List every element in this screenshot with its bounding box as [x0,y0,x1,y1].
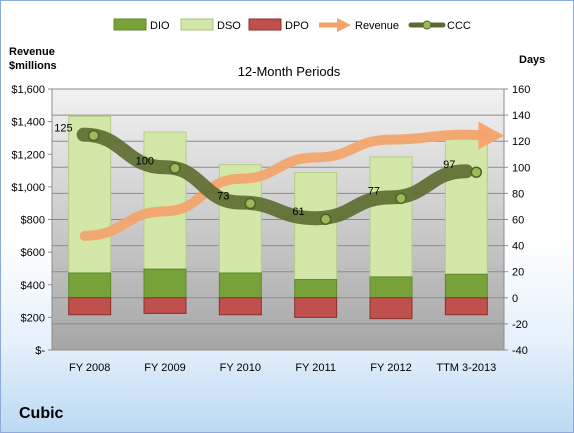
ccc-data-label: 125 [54,123,72,135]
right-tick-label: 160 [512,84,530,96]
right-axis-ticks: -40 -20 0 20 40 60 80 100 120 140 160 [512,84,530,357]
dpo-bar [444,297,488,316]
chart-subtitle: 12-Month Periods [238,64,341,79]
ccc-data-label: 77 [368,185,380,197]
right-tick-label: 60 [512,215,524,227]
category-axis-ticks: FY 2008 FY 2009 FY 2010 FY 2011 FY 2012 TTM 3… [69,362,496,374]
category-label: FY 2009 [144,362,185,374]
legend-label: CCC [447,20,471,32]
right-tick-label: 120 [512,136,530,148]
dpo-bar [294,297,338,318]
left-tick-label: $- [35,345,45,357]
ccc-marker [169,162,181,175]
left-tick-label: $1,000 [11,182,45,194]
dio-bar [369,276,413,299]
legend-label: DIO [150,20,170,32]
category-label: FY 2010 [220,362,261,374]
right-tick-label: -20 [512,319,528,331]
legend-label: DSO [217,20,241,32]
right-tick-label: 100 [512,162,530,174]
right-tick-label: 0 [512,293,518,305]
category-label: FY 2011 [295,362,336,374]
ccc-series: 125 100 73 61 77 97 [54,123,483,226]
right-tick-label: 20 [512,267,524,279]
right-tick-label: 40 [512,241,524,253]
dpo-bar [143,297,187,314]
legend-label: Revenue [355,20,399,32]
left-axis-ticks: $- $200 $400 $600 $800 $1,000 $1,200 $1,400 $1,6… [11,84,45,357]
legend-label: DPO [285,20,309,32]
left-tick-label: $1,600 [11,84,45,96]
category-label: TTM 3-2013 [436,362,496,374]
ccc-marker [470,166,483,178]
left-tick-label: $800 [21,215,45,227]
dio-bar [444,273,488,299]
bar-series [68,115,488,320]
dso-bar [294,172,338,281]
ccc-marker [87,129,100,142]
legend-swatch [248,18,282,31]
left-tick-label: $1,400 [11,117,45,129]
category-label: FY 2008 [69,362,110,374]
legend: DIO DSO DPO Revenue CCC [113,18,471,32]
dpo-bar [218,297,262,316]
dio-bar [143,268,187,299]
right-tick-label: 140 [512,110,530,122]
dso-bar [369,156,413,278]
right-tick-label: 80 [512,188,524,200]
ccc-marker [319,213,332,225]
company-name: Cubic [19,405,64,422]
revenue-series [79,121,505,241]
dio-bar [218,272,262,299]
ccc-marker [244,197,257,210]
revenue-arrowhead [478,121,505,150]
right-tick-label: -40 [512,345,528,357]
revenue-line [79,129,492,241]
ccc-data-label: 73 [217,191,229,203]
legend-swatch [180,18,214,31]
left-tick-label: $400 [21,280,45,292]
left-tick-label: $600 [21,247,45,259]
dpo-bar [369,297,413,320]
left-tick-label: $200 [21,312,45,324]
left-axis-title-line2: $millions [9,60,57,72]
left-axis-title-line1: Revenue [9,46,55,58]
legend-swatch [113,18,147,31]
dso-bar [444,132,488,275]
ccc-data-label: 100 [136,155,154,167]
legend-swatch-arrowhead [337,18,351,32]
dpo-bar [68,297,112,316]
dio-bar [68,272,112,299]
dio-bar [294,279,338,299]
category-label: FY 2012 [370,362,411,374]
legend-swatch-marker [422,20,432,30]
ccc-data-label: 61 [292,206,304,218]
ccc-data-label: 97 [443,159,455,171]
left-tick-label: $1,200 [11,149,45,161]
ccc-marker [395,192,407,205]
right-axis-title: Days [519,54,545,66]
dso-bar [143,131,187,270]
